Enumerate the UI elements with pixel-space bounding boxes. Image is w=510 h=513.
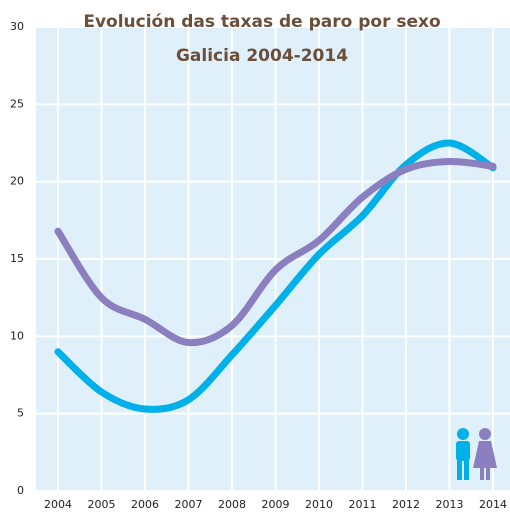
y-tick-label: 25 [10, 97, 24, 110]
chart-subtitle: Galicia 2004-2014 [176, 46, 348, 66]
y-tick-label: 10 [10, 329, 24, 342]
x-tick-label: 2005 [88, 498, 116, 511]
people-icon [456, 428, 497, 480]
x-tick-label: 2013 [436, 498, 464, 511]
x-tick-label: 2009 [262, 498, 290, 511]
x-tick-label: 2010 [305, 498, 333, 511]
x-tick-label: 2011 [349, 498, 377, 511]
x-tick-label: 2008 [218, 498, 246, 511]
y-tick-label: 15 [10, 252, 24, 265]
series-line [54, 158, 497, 347]
x-tick-label: 2012 [392, 498, 420, 511]
chart-title: Evolución das taxas de paro por sexo [83, 12, 440, 32]
lines [54, 139, 497, 413]
y-tick-label: 20 [10, 175, 24, 188]
series-line [54, 139, 497, 413]
x-tick-label: 2014 [479, 498, 507, 511]
x-tick-label: 2007 [175, 498, 203, 511]
y-tick-label: 0 [17, 484, 24, 497]
x-tick-label: 2004 [44, 498, 72, 511]
y-tick-label: 30 [10, 20, 24, 33]
x-tick-label: 2006 [131, 498, 159, 511]
y-tick-label: 5 [17, 407, 24, 420]
